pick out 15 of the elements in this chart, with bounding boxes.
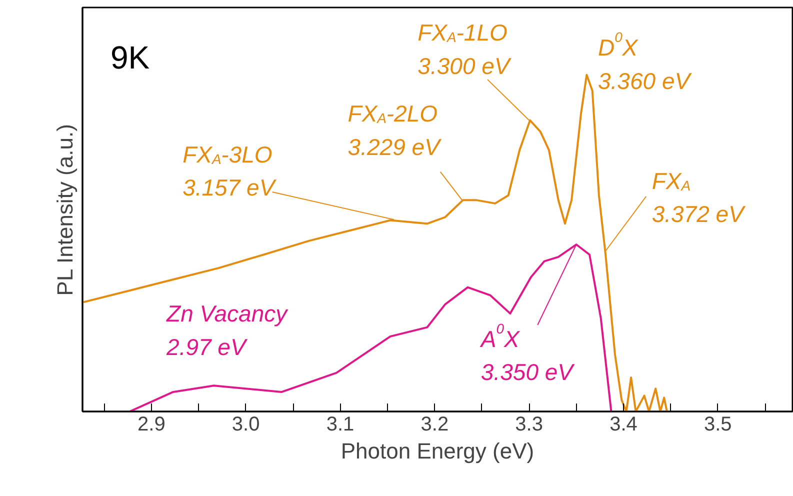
annotation: Zn Vacancy 2.97 eV bbox=[166, 300, 289, 360]
x-tick-label: 3.2 bbox=[420, 414, 449, 436]
x-tick-label: 3.0 bbox=[232, 414, 260, 436]
annotation: FXA-2LO 3.229 eV bbox=[348, 100, 443, 160]
annotation: FXA-3LO 3.157 eV bbox=[182, 141, 278, 201]
x-tick-label: 3.3 bbox=[515, 414, 543, 436]
annotation: 9K bbox=[110, 40, 150, 76]
x-axis-title: Photon Energy (eV) bbox=[340, 438, 534, 464]
x-tick-label: 2.9 bbox=[138, 414, 166, 436]
annotation: FXA 3.372 eV bbox=[652, 168, 747, 228]
x-tick-label: 3.5 bbox=[704, 414, 732, 436]
x-tick-label: 3.4 bbox=[610, 414, 638, 436]
x-tick-label: 3.1 bbox=[326, 414, 354, 436]
annotation: FXA-1LO 3.300 eV bbox=[418, 19, 512, 79]
y-axis-title: PL Intensity (a.u.) bbox=[52, 124, 78, 296]
